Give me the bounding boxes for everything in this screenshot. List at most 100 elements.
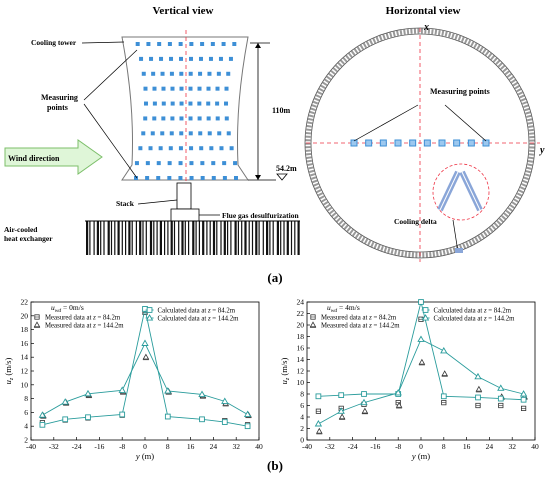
data-point-3-8 [519,390,528,397]
measuring-point [134,161,139,166]
heat-exchanger-bar [227,221,229,255]
measuring-point [233,161,238,166]
heat-exchanger-bar [135,221,137,255]
cooling-tower-label: Cooling tower [31,38,77,47]
measuring-point [152,116,157,121]
heat-exchanger-bar [290,221,293,255]
measuring-point [198,71,203,76]
heat-exchanger-bars [86,221,300,255]
dim-arrow-down-icon [255,175,261,180]
measuring-point [139,56,144,61]
stack-shape [176,182,192,210]
panel-a-label: (a) [267,270,282,285]
measuring-point [169,71,174,76]
measuring-point [482,139,490,147]
data-point-2-2 [361,391,367,397]
x-tick-label: -40 [302,442,312,451]
y-tick-label: 22 [21,298,29,307]
x-tick-label: 16 [187,442,195,451]
measuring-point [179,116,184,121]
measuring-point [197,86,202,91]
y-tick-label: 10 [21,380,29,389]
data-point-3-4 [141,339,149,346]
desulfurization-unit [170,208,200,222]
data-point-1-0 [316,427,323,434]
chart-left: -40 -32 -24 -16 -8 0 8 16 24 32 402468101214161820… [3,298,263,462]
measuring-point [208,56,213,61]
heat-exchanger-bar [89,221,91,255]
measuring-point [219,146,224,151]
measuring-point [350,139,358,147]
delta-panel-left-hl [439,171,459,211]
measuring-point [138,146,143,151]
data-point-2-6 [475,394,481,401]
measuring-point [189,42,194,46]
data-point-2-8 [244,423,251,430]
data-point-3-3 [118,386,126,393]
legend-marker-3 [421,314,430,321]
mp-leader-left [353,104,419,142]
delta-panel-right-hl [461,171,481,211]
vertical-view: Vertical view 110m 54.2m Cooling tower M… [4,5,300,255]
heat-exchanger-bar [117,221,120,255]
height-base-label: 54.2m [276,164,297,173]
heat-exchanger-bar [142,221,144,255]
measuring-point [169,56,174,61]
measuring-point [207,131,212,136]
y-tick-label: 18 [297,332,305,341]
heat-exchanger-bar [216,221,218,255]
measuring-point [146,42,151,46]
data-point-1-3 [395,401,403,408]
wind-speed-label: uwd = 0m/s [51,303,84,314]
y-tick-label: 16 [21,339,29,348]
data-point-3-1 [337,407,345,414]
x-tick-label: 16 [463,442,471,451]
data-point-2-2 [85,414,91,421]
measuring-points-label-2: points [47,103,68,112]
measuring-point [209,146,214,151]
y-tick-label: 2 [300,424,304,433]
x-tick-label: 8 [166,442,170,451]
measuring-point [135,42,140,46]
y-axis-label: uz (m/s) [279,358,291,385]
measuring-point [207,71,212,76]
data-point-1-4 [418,358,426,365]
vertical-measuring-grid [134,42,238,180]
y-tick-label: 0 [300,436,304,445]
air-cooled-label-2: heat exchanger [4,234,53,243]
data-point-2-8 [520,396,527,403]
heat-exchanger-bar [188,221,190,255]
measuring-point [167,42,172,46]
data-point-3-7 [497,384,505,391]
measuring-point [167,176,172,180]
heat-exchanger-bar [103,221,105,255]
data-point-1-5 [441,370,448,377]
measuring-point [178,176,183,180]
legend-marker-1 [309,321,317,328]
heat-exchanger-bar [280,221,282,255]
measuring-point [188,71,193,76]
measuring-point [189,146,194,151]
x-tick-label: 24 [486,442,494,451]
legend-marker-3 [145,314,154,321]
measuring-point [148,146,153,151]
series-line-3 [42,342,248,416]
measuring-points-label-1: Measuring [41,93,78,102]
measuring-point [168,146,173,151]
data-point-3-2 [84,389,92,397]
elevation-marker-icon [276,173,288,181]
measuring-point [200,161,205,166]
measuring-points-h-label: Measuring points [430,87,490,96]
measuring-point [198,56,203,61]
heat-exchanger-bar [230,221,232,255]
wind-direction-label: Wind direction [8,154,60,163]
heat-exchanger-bar [206,221,208,255]
data-point-2-6 [199,416,205,423]
y-tick-label: 16 [297,344,305,353]
y-tick-label: 12 [297,367,305,376]
heat-exchanger-bar [100,221,102,255]
x-tick-label: -16 [94,442,104,451]
measuring-point [178,42,183,46]
data-point-3-5 [164,387,172,394]
